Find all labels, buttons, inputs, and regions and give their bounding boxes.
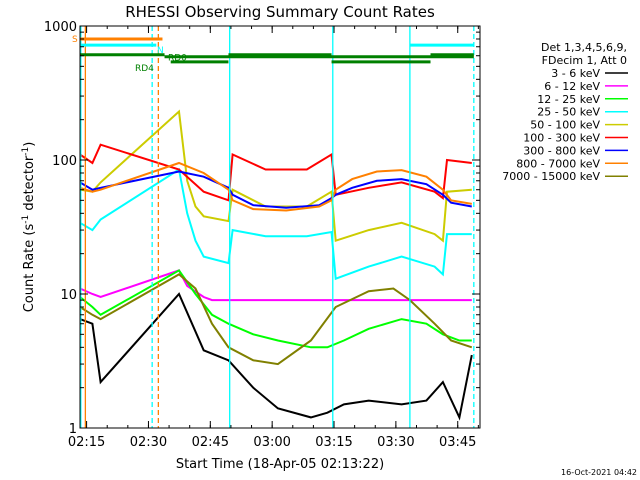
- x-tick-label-7: 03:45: [439, 435, 476, 450]
- x-tick-label-5: 03:15: [315, 435, 352, 450]
- series-line-8: [79, 161, 472, 212]
- series-line-1: [79, 292, 473, 421]
- flag-label-1: S: [72, 35, 78, 45]
- y-tick-label-2: 10: [60, 288, 77, 303]
- legend-label-7: 300 - 800 keV: [523, 144, 600, 157]
- series-line-2: [79, 269, 472, 302]
- legend-label-1: 3 - 6 keV: [551, 67, 600, 80]
- legend-header-line-2: FDecim 1, Att 0: [542, 54, 627, 67]
- legend-label-6: 100 - 300 keV: [523, 132, 600, 145]
- vertical-markers: [80, 26, 475, 428]
- y-tick-label-3: 100: [52, 154, 77, 169]
- series-line-9: [79, 273, 473, 366]
- y-tick-label-1: 1: [69, 422, 77, 437]
- x-axis-title: Start Time (18-Apr-05 02:13:22): [176, 457, 384, 472]
- flag-label-4: RD0: [168, 54, 187, 64]
- legend-label-3: 12 - 25 keV: [537, 93, 600, 106]
- x-tick-label-2: 02:30: [130, 435, 167, 450]
- legend-label-8: 800 - 7000 keV: [516, 157, 600, 170]
- series-line-7: [79, 170, 472, 209]
- flag-label-2: N: [157, 46, 164, 56]
- series-layer: [79, 109, 473, 421]
- x-tick-label-4: 03:00: [253, 435, 290, 450]
- plot-frame: [79, 25, 481, 429]
- series-line-3: [79, 269, 472, 349]
- x-tick-label-1: 02:15: [68, 435, 105, 450]
- generation-timestamp: 16-Oct-2021 04:42: [561, 468, 637, 477]
- y-axis-title: Count Rate (s-1 detector-1): [21, 142, 37, 313]
- x-tick-label-6: 03:30: [377, 435, 414, 450]
- flag-label-3: RD4: [135, 64, 154, 74]
- y-tick-label-4: 1000: [44, 20, 77, 35]
- legend-label-5: 50 - 100 keV: [530, 119, 600, 132]
- legend-header-line-1: Det 1,3,4,5,6,9,: [541, 41, 627, 54]
- legend-label-9: 7000 - 15000 keV: [502, 170, 600, 183]
- series-line-6: [79, 143, 472, 202]
- x-tick-label-3: 02:45: [192, 435, 229, 450]
- chart-title: RHESSI Observing Summary Count Rates: [125, 3, 435, 21]
- legend-label-2: 6 - 12 keV: [544, 80, 600, 93]
- legend-label-4: 25 - 50 keV: [537, 106, 600, 119]
- axis-ticks: 02:15 02:30 02:45 03:00 03:15 03:30 03:45 1 10 10…: [44, 20, 480, 450]
